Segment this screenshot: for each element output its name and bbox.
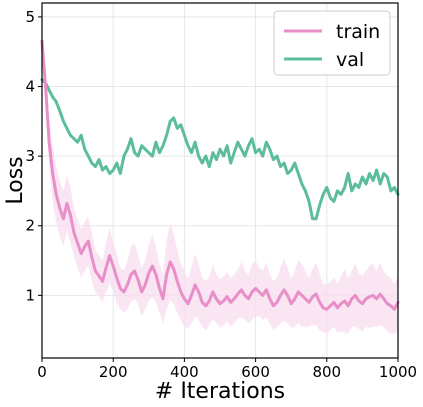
plot-frame xyxy=(41,2,399,359)
legend-label-train: train xyxy=(336,21,380,43)
train-std-band-layer xyxy=(42,37,398,334)
y-tick-label: 1 xyxy=(25,286,35,304)
y-tick-label: 4 xyxy=(25,78,35,96)
x-tick-label: 0 xyxy=(37,363,47,381)
y-tick-label: 5 xyxy=(25,8,35,26)
x-tick-label: 600 xyxy=(241,363,270,381)
x-axis-label: # Iterations xyxy=(155,379,285,404)
y-axis-label: Loss xyxy=(3,156,28,204)
x-tick-label: 200 xyxy=(99,363,128,381)
x-tick-label: 800 xyxy=(312,363,341,381)
legend-label-val: val xyxy=(336,49,364,71)
series-line-layer xyxy=(40,39,400,311)
x-tick-label: 400 xyxy=(170,363,199,381)
legend: train val xyxy=(273,10,391,76)
y-tick-label: 2 xyxy=(25,217,35,235)
x-tick-label: 1000 xyxy=(379,363,417,381)
series-line-train xyxy=(40,39,400,311)
y-tick-labels: 1 2 3 4 5 xyxy=(25,8,42,304)
band-train xyxy=(42,37,398,334)
y-tick-label: 3 xyxy=(25,147,35,165)
x-tick-labels: 0 200 400 600 800 1000 xyxy=(37,358,417,381)
series-line-val xyxy=(40,78,400,221)
